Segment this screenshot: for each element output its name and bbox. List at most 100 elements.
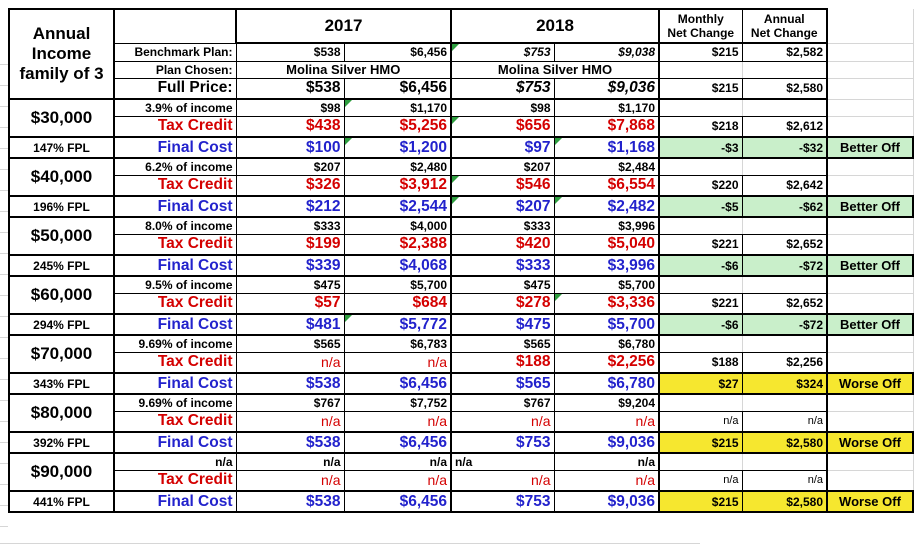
- empty-cell[interactable]: [827, 293, 914, 315]
- monthly-net-change-header[interactable]: Monthly Net Change: [658, 8, 743, 44]
- value-2018-monthly[interactable]: $97: [450, 136, 555, 159]
- value-2018-monthly[interactable]: $753: [450, 490, 555, 513]
- percent-of-income-label[interactable]: 9.69% of income: [113, 334, 237, 353]
- value-2018-annual[interactable]: $9,036: [553, 490, 660, 513]
- percent-of-income-label[interactable]: 3.9% of income: [113, 98, 237, 117]
- value-2017-monthly[interactable]: $207: [235, 157, 345, 176]
- fpl-value[interactable]: 294% FPL: [8, 313, 115, 336]
- value-2017-annual[interactable]: $6,456: [343, 372, 452, 395]
- value-2018-monthly[interactable]: $753: [450, 431, 555, 454]
- percent-of-income-label[interactable]: 8.0% of income: [113, 216, 237, 235]
- empty-cell[interactable]: [827, 61, 914, 79]
- empty-cell[interactable]: [827, 470, 914, 492]
- empty-cell[interactable]: [658, 275, 743, 294]
- empty-cell[interactable]: [741, 157, 828, 176]
- benchmark-2017-annual[interactable]: $6,456: [343, 42, 452, 62]
- net-monthly-value[interactable]: n/a: [658, 410, 743, 433]
- status-cell[interactable]: Better Off: [826, 195, 914, 218]
- value-2017-annual[interactable]: $4,068: [343, 254, 452, 277]
- value-2017-annual[interactable]: $5,256: [343, 115, 452, 138]
- empty-cell[interactable]: [827, 234, 914, 256]
- net-annual-value[interactable]: $2,256: [741, 351, 828, 374]
- fpl-value[interactable]: 147% FPL: [8, 136, 115, 159]
- value-2018-annual[interactable]: $5,700: [553, 275, 660, 294]
- empty-cell[interactable]: [827, 335, 914, 353]
- value-2018-annual[interactable]: $6,780: [553, 372, 660, 395]
- net-monthly-value[interactable]: -$5: [658, 195, 743, 218]
- net-annual-value[interactable]: $2,582: [741, 42, 828, 62]
- value-2018-monthly[interactable]: $207: [450, 157, 555, 176]
- value-2017-annual[interactable]: $5,772: [343, 313, 452, 336]
- full-price-2017-monthly[interactable]: $538: [235, 77, 345, 100]
- value-2017-annual[interactable]: n/a: [343, 469, 452, 492]
- tax-credit-label[interactable]: Tax Credit: [113, 292, 237, 315]
- fpl-value[interactable]: 441% FPL: [8, 490, 115, 513]
- value-2017-annual[interactable]: $2,480: [343, 157, 452, 176]
- net-annual-value[interactable]: $324: [741, 372, 828, 395]
- value-2018-annual[interactable]: n/a: [553, 469, 660, 492]
- empty-cell[interactable]: [827, 9, 914, 44]
- value-2018-monthly[interactable]: $333: [450, 216, 555, 235]
- empty-cell[interactable]: [827, 453, 914, 471]
- status-cell[interactable]: Better Off: [826, 136, 914, 159]
- value-2018-monthly[interactable]: $546: [450, 174, 555, 197]
- empty-cell[interactable]: [658, 452, 743, 471]
- net-monthly-value[interactable]: $221: [658, 292, 743, 315]
- value-2018-monthly[interactable]: n/a: [450, 452, 555, 471]
- percent-of-income-label[interactable]: 9.69% of income: [113, 393, 237, 412]
- final-cost-label[interactable]: Final Cost: [113, 136, 237, 159]
- income-column-header[interactable]: Annual Income family of 3: [8, 8, 115, 100]
- empty-cell[interactable]: [827, 99, 914, 117]
- empty-cell[interactable]: [827, 394, 914, 412]
- empty-cell[interactable]: [827, 158, 914, 176]
- empty-cell[interactable]: [827, 352, 914, 374]
- value-2017-monthly[interactable]: n/a: [235, 351, 345, 374]
- net-monthly-value[interactable]: -$6: [658, 254, 743, 277]
- value-2018-annual[interactable]: $3,996: [553, 254, 660, 277]
- value-2017-annual[interactable]: $6,783: [343, 334, 452, 353]
- plan-chosen-label[interactable]: Plan Chosen:: [113, 60, 237, 79]
- value-2017-monthly[interactable]: $767: [235, 393, 345, 412]
- value-2017-annual[interactable]: $6,456: [343, 490, 452, 513]
- benchmark-2018-annual[interactable]: $9,038: [553, 42, 660, 62]
- value-2017-annual[interactable]: $3,912: [343, 174, 452, 197]
- empty-cell[interactable]: [827, 411, 914, 433]
- value-2018-monthly[interactable]: $767: [450, 393, 555, 412]
- value-2017-monthly[interactable]: $565: [235, 334, 345, 353]
- income-value[interactable]: $60,000: [8, 275, 115, 315]
- net-annual-value[interactable]: $2,642: [741, 174, 828, 197]
- net-monthly-value[interactable]: $220: [658, 174, 743, 197]
- value-2017-annual[interactable]: $1,170: [343, 98, 452, 117]
- final-cost-label[interactable]: Final Cost: [113, 431, 237, 454]
- empty-cell[interactable]: [827, 175, 914, 197]
- value-2017-annual[interactable]: n/a: [343, 351, 452, 374]
- value-2017-annual[interactable]: $4,000: [343, 216, 452, 235]
- empty-cell[interactable]: [827, 276, 914, 294]
- empty-cell[interactable]: [827, 116, 914, 138]
- empty-cell[interactable]: [741, 393, 828, 412]
- value-2018-annual[interactable]: $5,040: [553, 233, 660, 256]
- net-monthly-value[interactable]: $215: [658, 77, 743, 100]
- net-annual-value[interactable]: n/a: [741, 410, 828, 433]
- value-2018-monthly[interactable]: $565: [450, 372, 555, 395]
- empty-cell[interactable]: [827, 217, 914, 235]
- value-2017-monthly[interactable]: $538: [235, 490, 345, 513]
- value-2018-monthly[interactable]: $98: [450, 98, 555, 117]
- value-2017-annual[interactable]: $7,752: [343, 393, 452, 412]
- value-2017-monthly[interactable]: n/a: [235, 469, 345, 492]
- empty-cell[interactable]: [658, 60, 743, 79]
- net-annual-value[interactable]: $2,580: [741, 431, 828, 454]
- net-monthly-value[interactable]: n/a: [658, 469, 743, 492]
- net-annual-value[interactable]: $2,580: [741, 77, 828, 100]
- full-price-2018-monthly[interactable]: $753: [450, 77, 555, 100]
- fpl-value[interactable]: 392% FPL: [8, 431, 115, 454]
- tax-credit-label[interactable]: Tax Credit: [113, 174, 237, 197]
- value-2017-monthly[interactable]: $339: [235, 254, 345, 277]
- value-2017-annual[interactable]: $2,388: [343, 233, 452, 256]
- value-2017-monthly[interactable]: $438: [235, 115, 345, 138]
- value-2018-monthly[interactable]: $333: [450, 254, 555, 277]
- value-2018-annual[interactable]: $1,168: [553, 136, 660, 159]
- value-2017-monthly[interactable]: $326: [235, 174, 345, 197]
- fpl-value[interactable]: 196% FPL: [8, 195, 115, 218]
- net-monthly-value[interactable]: $215: [658, 490, 743, 513]
